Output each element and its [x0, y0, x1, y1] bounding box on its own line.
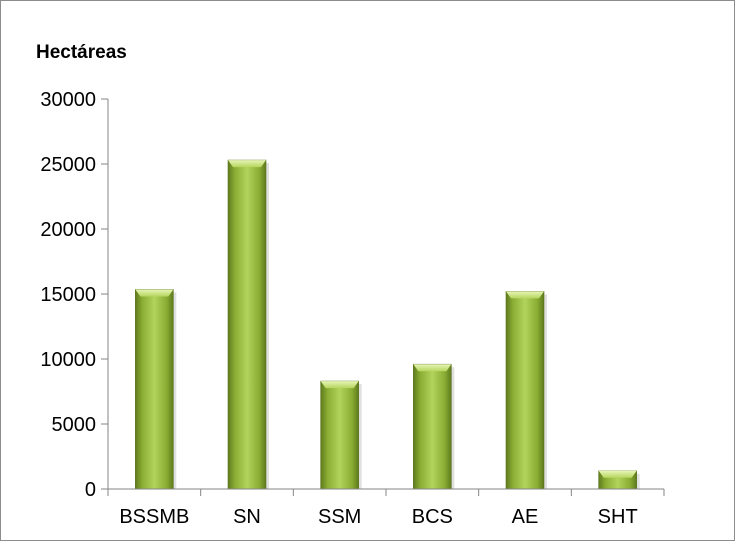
bar-bevel: [598, 470, 637, 478]
x-tick-label: SN: [233, 506, 261, 528]
bar-bssmb: [135, 289, 177, 490]
x-tick-label: BSSMB: [119, 506, 189, 528]
bar-body: [320, 380, 359, 490]
x-tick-label: AE: [512, 506, 539, 528]
bar-ae: [505, 291, 547, 490]
bar-body: [135, 289, 174, 490]
bars: [135, 159, 640, 490]
y-tick-label: 10000: [40, 349, 96, 371]
y-axis-label: Hectáreas: [36, 42, 127, 63]
x-tick-label: SHT: [598, 506, 638, 528]
bar-bevel: [135, 289, 174, 297]
bar-bcs: [413, 363, 455, 490]
bar-bevel: [320, 381, 359, 389]
y-tick-label: 5000: [52, 414, 97, 436]
x-tick-label: BCS: [412, 506, 453, 528]
bar-sht: [598, 470, 640, 490]
y-tick-label: 0: [85, 479, 96, 501]
bar-body: [413, 363, 452, 490]
bar-sn: [227, 159, 269, 490]
y-tick-label: 15000: [40, 284, 96, 306]
bar-bevel: [506, 291, 544, 299]
x-tick-label: SSM: [318, 506, 361, 528]
x-axis: BSSMB SN SSM BCS AE SHT: [107, 488, 665, 528]
bar-bevel: [413, 364, 452, 372]
bar-body: [227, 159, 267, 490]
bar-bevel: [228, 160, 266, 168]
y-tick-label: 30000: [40, 89, 96, 111]
y-tick-label: 20000: [40, 219, 96, 241]
bar-body: [505, 291, 545, 490]
bar-ssm: [320, 380, 362, 490]
y-tick-label: 25000: [40, 154, 96, 176]
y-axis: 0 5000 10000 15000 20000 25000 30000: [40, 89, 109, 501]
